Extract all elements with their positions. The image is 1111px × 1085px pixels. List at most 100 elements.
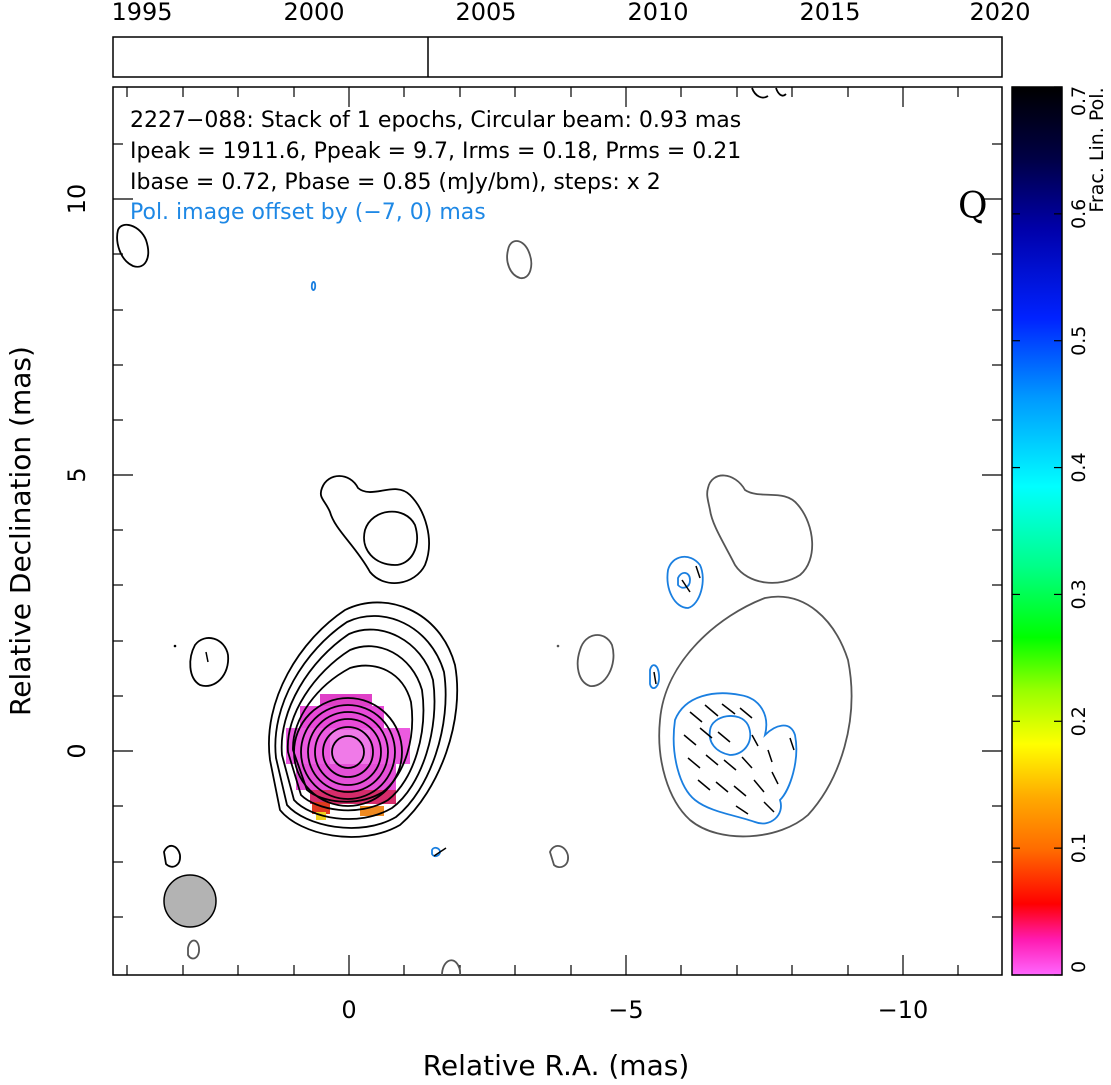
colorbar-tick-label: 0.7	[1068, 86, 1090, 116]
extended-blob-contour	[163, 845, 181, 868]
evpa-stick	[739, 707, 753, 719]
header-line-1: 2227−088: Stack of 1 epochs, Circular be…	[130, 108, 741, 133]
core-contour	[280, 628, 436, 820]
header-line-4: Pol. image offset by (−7, 0) mas	[130, 200, 486, 225]
evpa-stick	[653, 671, 657, 685]
evpa-stick	[741, 756, 753, 769]
pol-contour	[672, 692, 798, 825]
pol-contour	[677, 572, 691, 589]
pol-contour	[649, 664, 660, 689]
evpa-stick	[721, 703, 736, 715]
pol-contour	[666, 556, 704, 609]
y-tick-label: 10	[63, 184, 91, 215]
band-label: Q	[958, 186, 988, 227]
header-line-2: Ipeak = 1911.6, Ppeak = 9.7, Irms = 0.18…	[130, 139, 741, 164]
pol-panel-i-contour	[576, 634, 615, 687]
timeline-year-label: 2020	[969, 0, 1030, 26]
extended-blob-contour	[189, 637, 229, 687]
evpa-stick	[723, 759, 737, 771]
evpa-stick	[753, 779, 765, 793]
noise-dot	[173, 644, 177, 648]
evpa-stick	[689, 711, 703, 723]
core-contour	[314, 718, 382, 786]
core-contour	[274, 615, 447, 829]
evpa-stick	[751, 734, 759, 747]
header-line-3: Ibase = 0.72, Pbase = 0.85 (mJy/bm), ste…	[130, 170, 661, 195]
frac-pol-pixel-block	[320, 694, 372, 708]
timeline-year-label: 1995	[111, 0, 172, 26]
pol-panel-i-contour	[549, 845, 569, 869]
timeline-year-label: 2005	[455, 0, 516, 26]
plot-header: 2227−088: Stack of 1 epochs, Circular be…	[130, 108, 988, 227]
pol-panel-i-contour	[506, 240, 533, 279]
x-tick-label: 0	[341, 996, 356, 1024]
x-tick-label: −5	[608, 996, 643, 1024]
extended-blob-contour	[363, 510, 418, 566]
evpa-stick	[695, 565, 701, 579]
evpa-stick	[687, 757, 701, 769]
extended-blob-contour	[751, 87, 787, 99]
evpa-stick	[704, 704, 719, 717]
y-tick-label: 0	[63, 743, 91, 758]
stokes-i-outer-contours	[116, 87, 787, 868]
pol-contour	[708, 715, 752, 756]
evpa-stick	[767, 749, 773, 763]
evpa-stick	[771, 771, 779, 785]
pol-panel-i-contour	[187, 939, 200, 960]
plot-frame	[112, 86, 1003, 976]
evpa-stick	[735, 805, 749, 815]
x-axis-title: Relative R.A. (mas)	[423, 1049, 690, 1082]
y-axis-title: Relative Declination (mas)	[4, 346, 37, 716]
evpa-stick	[697, 779, 711, 791]
evpa-stick	[733, 785, 747, 797]
noise-dot	[556, 644, 560, 648]
evpa-stick	[433, 847, 447, 857]
colorbar-tick-label: 0.5	[1068, 326, 1090, 356]
evpa-vectors	[205, 565, 795, 857]
evpa-stick	[715, 781, 729, 793]
evpa-stick	[699, 727, 713, 739]
y-tick-label: 5	[63, 467, 91, 482]
extended-blob-contour	[116, 223, 150, 268]
core-contour	[268, 601, 459, 838]
pol-panel-total-intensity	[187, 240, 853, 976]
frac-pol-pixel-block	[300, 706, 384, 728]
colorbar-tick-label: 0.1	[1068, 833, 1090, 863]
evpa-stick	[717, 731, 731, 743]
core-contour	[307, 711, 389, 793]
colorbar-tick-label: 0.3	[1068, 579, 1090, 609]
colorbar-tick-label: 0	[1068, 961, 1090, 973]
axis-tick-labels: 0 −5 −10 0 5 10	[63, 184, 928, 1024]
evpa-stick	[705, 754, 719, 766]
colorbar-tick-label: 0.2	[1068, 706, 1090, 736]
restoring-beam	[163, 874, 217, 928]
evpa-stick	[681, 579, 691, 593]
timeline-frame	[112, 36, 1003, 78]
evpa-stick	[763, 801, 775, 813]
core-contour	[287, 645, 425, 812]
colorbar-tick-label: 0.6	[1068, 199, 1090, 229]
timeline-year-label: 2000	[283, 0, 344, 26]
stokes-i-core-contours	[268, 601, 459, 838]
timeline-year-label: 2015	[799, 0, 860, 26]
core-contour	[300, 704, 396, 800]
colorbar-tick-label: 0.4	[1068, 452, 1090, 482]
pol-contour	[310, 281, 317, 291]
colorbar-gradient	[1011, 86, 1063, 976]
pol-panel-i-contour	[658, 595, 853, 838]
core-contour	[293, 697, 403, 807]
polarized-intensity-contours	[310, 281, 798, 858]
extended-blob-contour	[319, 475, 430, 584]
colorbar-label: Frac. Lin. Pol.	[1086, 87, 1108, 212]
epoch-timeline: 1995 2000 2005 2010 2015 2020	[111, 0, 1031, 78]
pol-panel-i-contour	[706, 474, 814, 584]
pol-panel-i-contour	[441, 959, 462, 976]
timeline-year-label: 2010	[627, 0, 688, 26]
core-contour	[292, 664, 414, 803]
evpa-stick	[683, 734, 697, 746]
core-contour	[322, 726, 374, 778]
core-contour	[331, 735, 365, 769]
frac-pol-pixel-block	[360, 806, 384, 816]
colorbar-ticks: 0 0.1 0.2 0.3 0.4 0.5 0.6 0.7	[1012, 86, 1090, 976]
